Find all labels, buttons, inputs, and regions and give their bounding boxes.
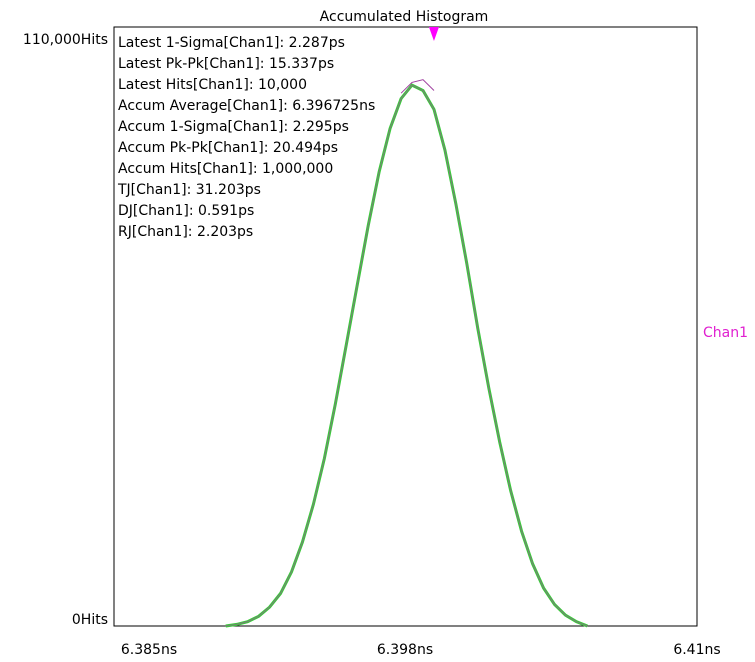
series-layer xyxy=(225,79,588,628)
x-tick-label: 6.385ns xyxy=(121,642,177,658)
stat-line: Accum Average[Chan1]: 6.396725ns xyxy=(118,98,375,114)
x-tick-label: 6.41ns xyxy=(673,642,720,658)
stat-line: Accum Hits[Chan1]: 1,000,000 xyxy=(118,161,333,177)
stat-line: Latest Pk-Pk[Chan1]: 15.337ps xyxy=(118,56,334,72)
series-latest-curve-overlay xyxy=(225,84,588,627)
chart-title: Accumulated Histogram xyxy=(320,9,489,25)
stat-line: Accum Pk-Pk[Chan1]: 20.494ps xyxy=(118,140,338,156)
stat-line: Latest Hits[Chan1]: 10,000 xyxy=(118,77,307,93)
stat-line: Accum 1-Sigma[Chan1]: 2.295ps xyxy=(118,119,349,135)
peak-marker-icon xyxy=(428,27,439,41)
x-tick-label: 6.398ns xyxy=(377,642,433,658)
stat-line: TJ[Chan1]: 31.203ps xyxy=(117,182,261,198)
y-axis-top-label: 110,000Hits xyxy=(23,32,108,48)
y-axis-bottom-label: 0Hits xyxy=(72,612,108,628)
statistics-readout: Latest 1-Sigma[Chan1]: 2.287ps Latest Pk… xyxy=(117,35,375,240)
stat-line: Latest 1-Sigma[Chan1]: 2.287ps xyxy=(118,35,345,51)
series-latest-peak xyxy=(400,79,435,94)
stat-line: RJ[Chan1]: 2.203ps xyxy=(118,224,253,240)
stat-line: DJ[Chan1]: 0.591ps xyxy=(118,203,254,219)
series-label-chan1: Chan1 xyxy=(703,325,748,341)
plot-frame xyxy=(113,26,698,627)
